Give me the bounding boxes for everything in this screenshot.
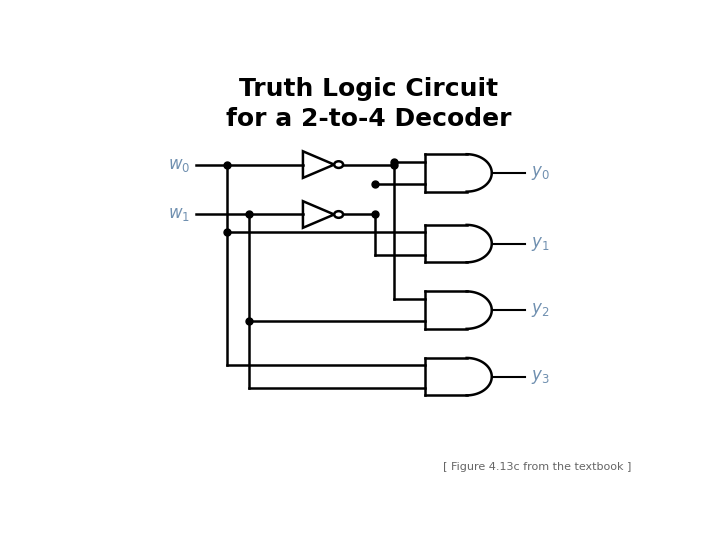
Text: $w_1$: $w_1$ xyxy=(168,206,190,224)
Text: $y_1$: $y_1$ xyxy=(531,234,549,253)
Text: $y_3$: $y_3$ xyxy=(531,368,549,386)
Text: Truth Logic Circuit
for a 2-to-4 Decoder: Truth Logic Circuit for a 2-to-4 Decoder xyxy=(226,77,512,131)
Text: $w_0$: $w_0$ xyxy=(168,156,190,173)
Text: $y_2$: $y_2$ xyxy=(531,301,549,319)
Text: $y_0$: $y_0$ xyxy=(531,164,549,182)
Text: [ Figure 4.13c from the textbook ]: [ Figure 4.13c from the textbook ] xyxy=(443,462,631,472)
